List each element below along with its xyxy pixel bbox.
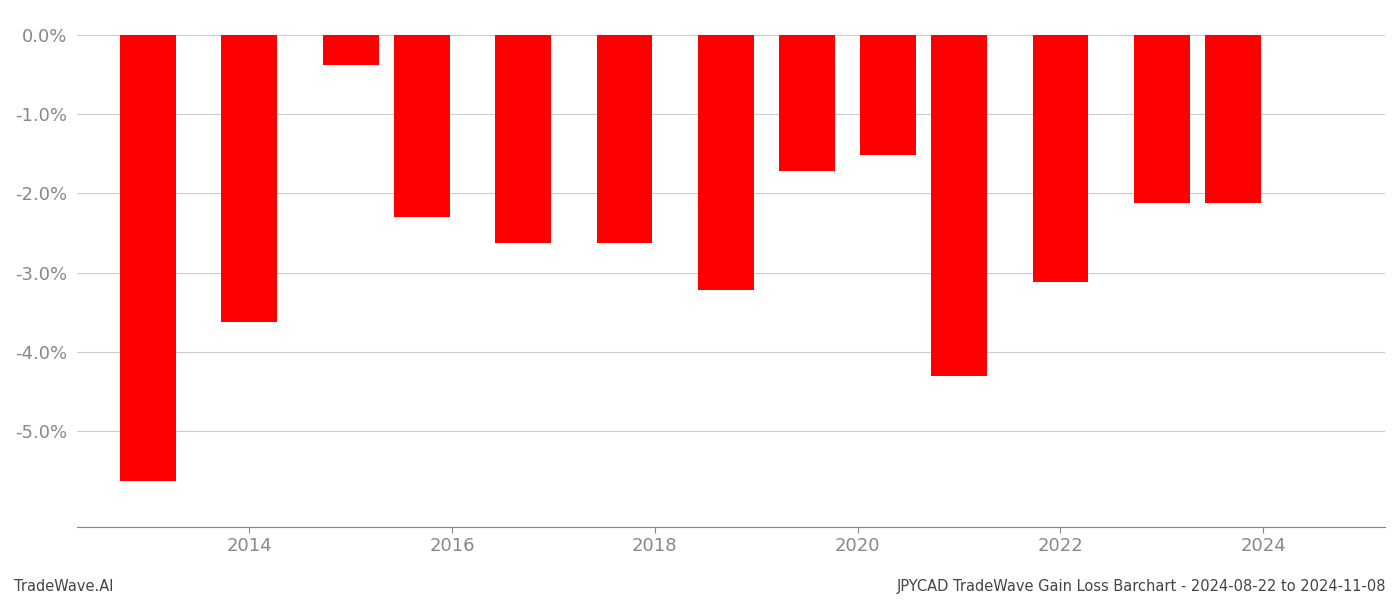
Bar [221, 35, 277, 322]
Bar [931, 35, 987, 376]
Bar [496, 35, 552, 242]
Bar [323, 35, 378, 65]
Bar [1205, 35, 1261, 203]
Bar [1033, 35, 1088, 282]
Text: TradeWave.AI: TradeWave.AI [14, 579, 113, 594]
Bar [699, 35, 753, 290]
Bar [120, 35, 176, 481]
Text: JPYCAD TradeWave Gain Loss Barchart - 2024-08-22 to 2024-11-08: JPYCAD TradeWave Gain Loss Barchart - 20… [896, 579, 1386, 594]
Bar [860, 35, 916, 155]
Bar [596, 35, 652, 242]
Bar [778, 35, 834, 171]
Bar [1134, 35, 1190, 203]
Bar [393, 35, 449, 217]
